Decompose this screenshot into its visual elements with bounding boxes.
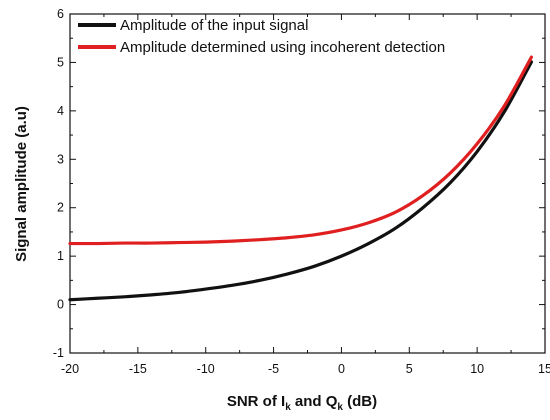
plot-frame — [69, 13, 546, 354]
x-tick-label: -15 — [129, 362, 147, 376]
x-tick-label: -5 — [268, 362, 279, 376]
y-axis-title: Signal amplitude (a.u) — [13, 106, 30, 262]
x-tick-label: 10 — [470, 362, 484, 376]
series-line-2 — [68, 55, 534, 246]
y-tick-label: 0 — [57, 298, 64, 312]
y-tick-label: 5 — [57, 55, 64, 69]
x-tick-label: 0 — [338, 362, 345, 376]
y-tick-label: 4 — [57, 104, 64, 118]
x-tick-label: 15 — [538, 362, 550, 376]
series-line-1 — [68, 60, 534, 302]
x-tick-label: 5 — [406, 362, 413, 376]
x-tick-label: -20 — [61, 362, 79, 376]
legend-label-1: Amplitude of the input signal — [120, 17, 308, 34]
y-tick-label: 3 — [57, 152, 64, 166]
y-tick-label: 6 — [57, 7, 64, 21]
legend-label-2: Amplitude determined using incoherent de… — [120, 39, 445, 56]
y-axis-title-group: Signal amplitude (a.u) — [13, 106, 30, 262]
y-tick-label: -1 — [53, 346, 64, 360]
x-tick-label: -10 — [197, 362, 215, 376]
y-tick-label: 2 — [57, 201, 64, 215]
y-tick-label: 1 — [57, 249, 64, 263]
x-axis-title: SNR of Ik and Qk (dB) — [227, 393, 377, 413]
